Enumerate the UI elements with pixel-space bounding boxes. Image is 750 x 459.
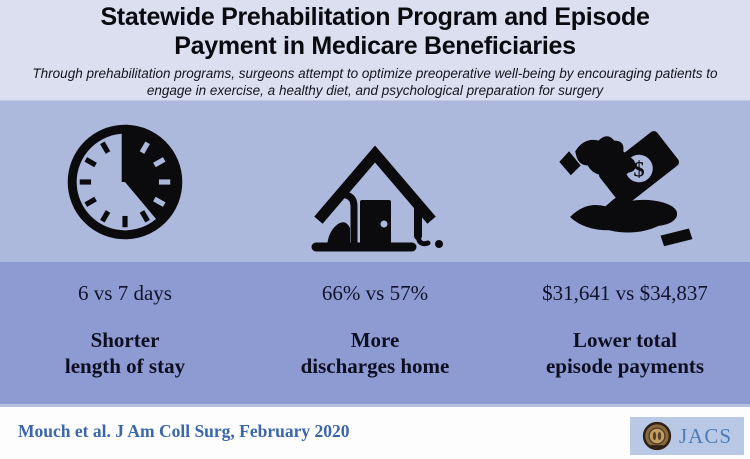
title-line-1: Statewide Prehabilitation Program and Ep… xyxy=(100,3,650,31)
stat-label: Lower total episode payments xyxy=(545,328,705,378)
subtitle: Through prehabilitation programs, surgeo… xyxy=(0,65,750,99)
stat-label: Shorter length of stay xyxy=(64,328,186,378)
stat-value: 6 vs 7 days xyxy=(78,281,172,305)
money-icon-svg: $ xyxy=(559,130,693,246)
icon-band: $ xyxy=(0,101,750,262)
subtitle-line-2: engage in exercise, a healthy diet, and … xyxy=(146,83,604,98)
stat-value: 66% vs 57% xyxy=(321,281,429,305)
money-in-hand-icon: $ xyxy=(554,114,696,256)
dollar-sign: $ xyxy=(633,156,644,181)
column-length-of-stay: 6 vs 7 days Shorter length of stay xyxy=(0,281,250,404)
jacs-logo: JACS xyxy=(630,417,744,455)
page-title: Statewide Prehabilitation Program and Ep… xyxy=(0,3,750,61)
clock-icon xyxy=(59,116,191,248)
stats-band: 6 vs 7 days Shorter length of stay 66% v… xyxy=(0,262,750,407)
house-icon xyxy=(300,124,450,254)
header: Statewide Prehabilitation Program and Ep… xyxy=(0,0,750,101)
title-line-2: Payment in Medicare Beneficiaries xyxy=(174,32,576,60)
jacs-logo-text: JACS xyxy=(678,423,733,448)
subtitle-line-1: Through prehabilitation programs, surgeo… xyxy=(32,66,718,81)
column-discharges-home: 66% vs 57% More discharges home xyxy=(250,281,500,404)
house-icon-svg xyxy=(311,145,443,251)
stat-label: More discharges home xyxy=(300,328,450,378)
footer: Mouch et al. J Am Coll Surg, February 20… xyxy=(0,407,750,458)
clock-icon-svg xyxy=(67,124,183,239)
acs-seal-icon xyxy=(642,421,672,451)
citation: Mouch et al. J Am Coll Surg, February 20… xyxy=(18,421,350,441)
column-episode-payments: $31,641 vs $34,837 Lower total episode p… xyxy=(500,281,750,404)
stat-value: $31,641 vs $34,837 xyxy=(542,281,708,305)
